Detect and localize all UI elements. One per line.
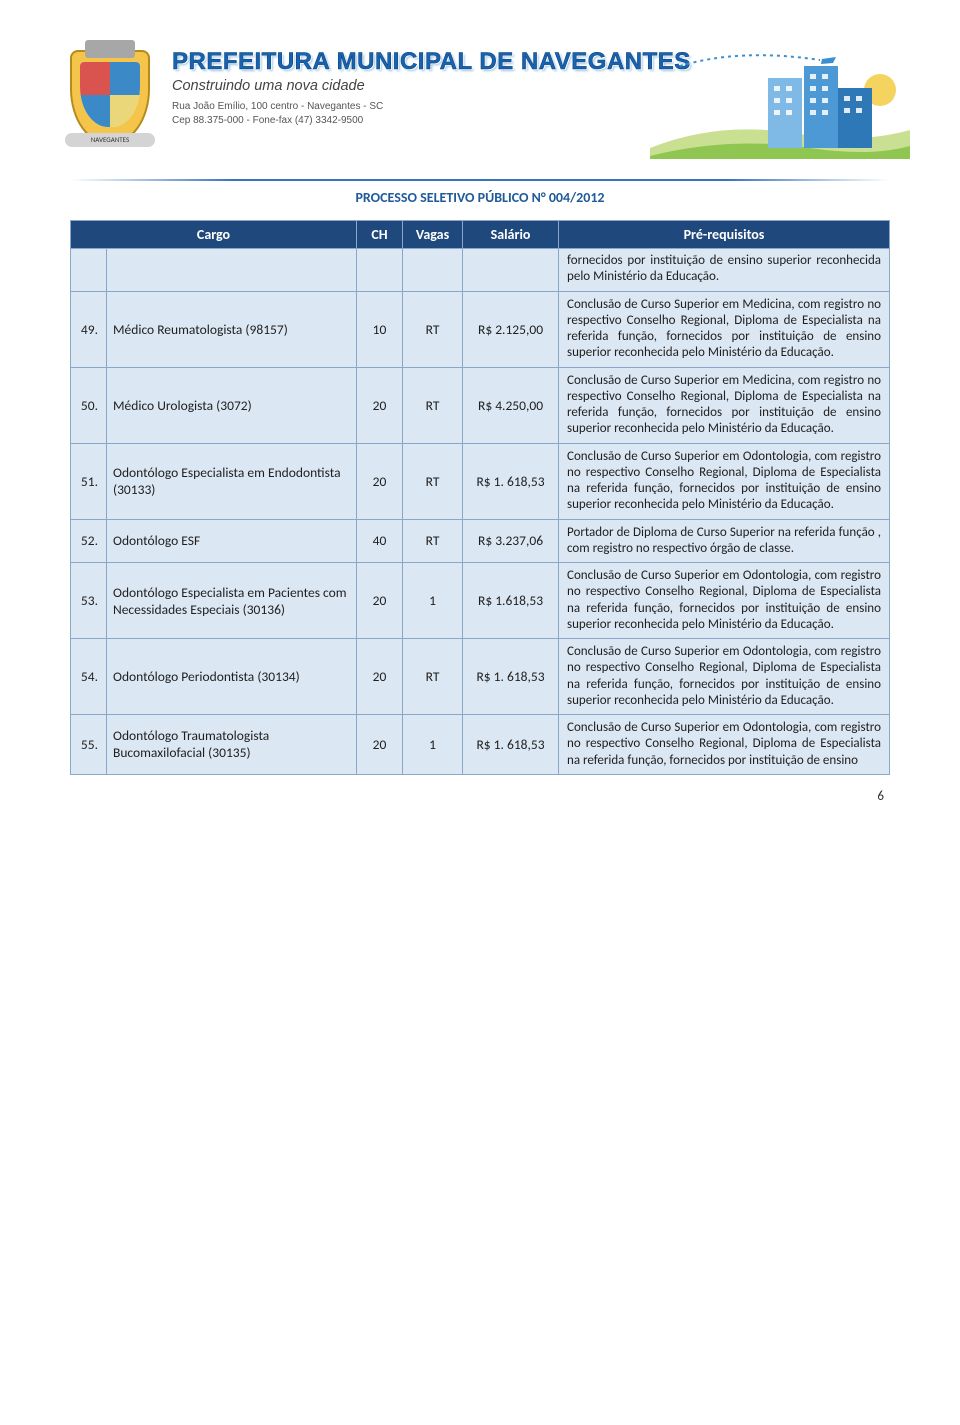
cell-idx: 53. — [71, 563, 107, 639]
cell-req: Conclusão de Curso Superior em Odontolog… — [559, 639, 890, 715]
positions-table: Cargo CH Vagas Salário Pré-requisitos fo… — [70, 220, 890, 775]
cell-ch: 10 — [357, 291, 403, 367]
table-row: 51.Odontólogo Especialista em Endodontis… — [71, 443, 890, 519]
cell-sal: R$ 1. 618,53 — [463, 715, 559, 775]
table-row-carryover: fornecidos por instituição de ensino sup… — [71, 249, 890, 292]
cityscape-illustration-icon — [650, 44, 910, 159]
cell-cargo — [107, 249, 357, 292]
cell-req: fornecidos por instituição de ensino sup… — [559, 249, 890, 292]
letterhead: NAVEGANTES PREFEITURA MUNICIPAL DE NAVEG… — [70, 40, 890, 175]
cell-idx: 55. — [71, 715, 107, 775]
col-cargo: Cargo — [71, 221, 357, 249]
cell-req: Conclusão de Curso Superior em Odontolog… — [559, 443, 890, 519]
cell-sal: R$ 1.618,53 — [463, 563, 559, 639]
org-address-line2: Cep 88.375-000 - Fone-fax (47) 3342-9500 — [172, 114, 691, 128]
cell-cargo: Médico Urologista (3072) — [107, 367, 357, 443]
cell-req: Portador de Diploma de Curso Superior na… — [559, 519, 890, 563]
shield-banner-label: NAVEGANTES — [65, 133, 155, 147]
col-salario: Salário — [463, 221, 559, 249]
cell-cargo: Odontólogo Periodontista (30134) — [107, 639, 357, 715]
cell-sal: R$ 2.125,00 — [463, 291, 559, 367]
cell-sal — [463, 249, 559, 292]
cell-sal: R$ 1. 618,53 — [463, 639, 559, 715]
cell-req: Conclusão de Curso Superior em Odontolog… — [559, 715, 890, 775]
table-row: 53.Odontólogo Especialista em Pacientes … — [71, 563, 890, 639]
cell-vagas: 1 — [403, 715, 463, 775]
cell-cargo: Odontólogo ESF — [107, 519, 357, 563]
org-title: PREFEITURA MUNICIPAL DE NAVEGANTES — [172, 48, 691, 76]
org-subtitle: Construindo uma nova cidade — [172, 78, 691, 94]
cell-idx — [71, 249, 107, 292]
org-address-line1: Rua João Emílio, 100 centro - Navegantes… — [172, 100, 691, 114]
page-number: 6 — [70, 775, 890, 804]
cell-ch — [357, 249, 403, 292]
table-row: 49.Médico Reumatologista (98157)10RTR$ 2… — [71, 291, 890, 367]
cell-vagas: RT — [403, 291, 463, 367]
table-header-row: Cargo CH Vagas Salário Pré-requisitos — [71, 221, 890, 249]
cell-ch: 20 — [357, 563, 403, 639]
cell-idx: 50. — [71, 367, 107, 443]
process-title: PROCESSO SELETIVO PÚBLICO N° 004/2012 — [70, 189, 890, 206]
cell-ch: 20 — [357, 639, 403, 715]
cell-cargo: Médico Reumatologista (98157) — [107, 291, 357, 367]
col-prereq: Pré-requisitos — [559, 221, 890, 249]
table-row: 55.Odontólogo Traumatologista Bucomaxilo… — [71, 715, 890, 775]
cell-idx: 52. — [71, 519, 107, 563]
cell-cargo: Odontólogo Especialista em Pacientes com… — [107, 563, 357, 639]
col-ch: CH — [357, 221, 403, 249]
cell-vagas: RT — [403, 443, 463, 519]
cell-ch: 40 — [357, 519, 403, 563]
cell-cargo: Odontólogo Especialista em Endodontista … — [107, 443, 357, 519]
cell-vagas: 1 — [403, 563, 463, 639]
divider — [70, 179, 890, 181]
cell-idx: 49. — [71, 291, 107, 367]
cell-idx: 51. — [71, 443, 107, 519]
cell-req: Conclusão de Curso Superior em Medicina,… — [559, 367, 890, 443]
municipal-shield-icon: NAVEGANTES — [70, 40, 158, 150]
cell-vagas — [403, 249, 463, 292]
cell-vagas: RT — [403, 367, 463, 443]
cell-ch: 20 — [357, 443, 403, 519]
cell-req: Conclusão de Curso Superior em Medicina,… — [559, 291, 890, 367]
cell-req: Conclusão de Curso Superior em Odontolog… — [559, 563, 890, 639]
cell-ch: 20 — [357, 715, 403, 775]
cell-sal: R$ 1. 618,53 — [463, 443, 559, 519]
cell-sal: R$ 4.250,00 — [463, 367, 559, 443]
cell-cargo: Odontólogo Traumatologista Bucomaxilofac… — [107, 715, 357, 775]
cell-vagas: RT — [403, 519, 463, 563]
cell-vagas: RT — [403, 639, 463, 715]
table-row: 54.Odontólogo Periodontista (30134)20RTR… — [71, 639, 890, 715]
cell-idx: 54. — [71, 639, 107, 715]
table-row: 52.Odontólogo ESF40RTR$ 3.237,06Portador… — [71, 519, 890, 563]
cell-sal: R$ 3.237,06 — [463, 519, 559, 563]
col-vagas: Vagas — [403, 221, 463, 249]
cell-ch: 20 — [357, 367, 403, 443]
table-row: 50.Médico Urologista (3072)20RTR$ 4.250,… — [71, 367, 890, 443]
